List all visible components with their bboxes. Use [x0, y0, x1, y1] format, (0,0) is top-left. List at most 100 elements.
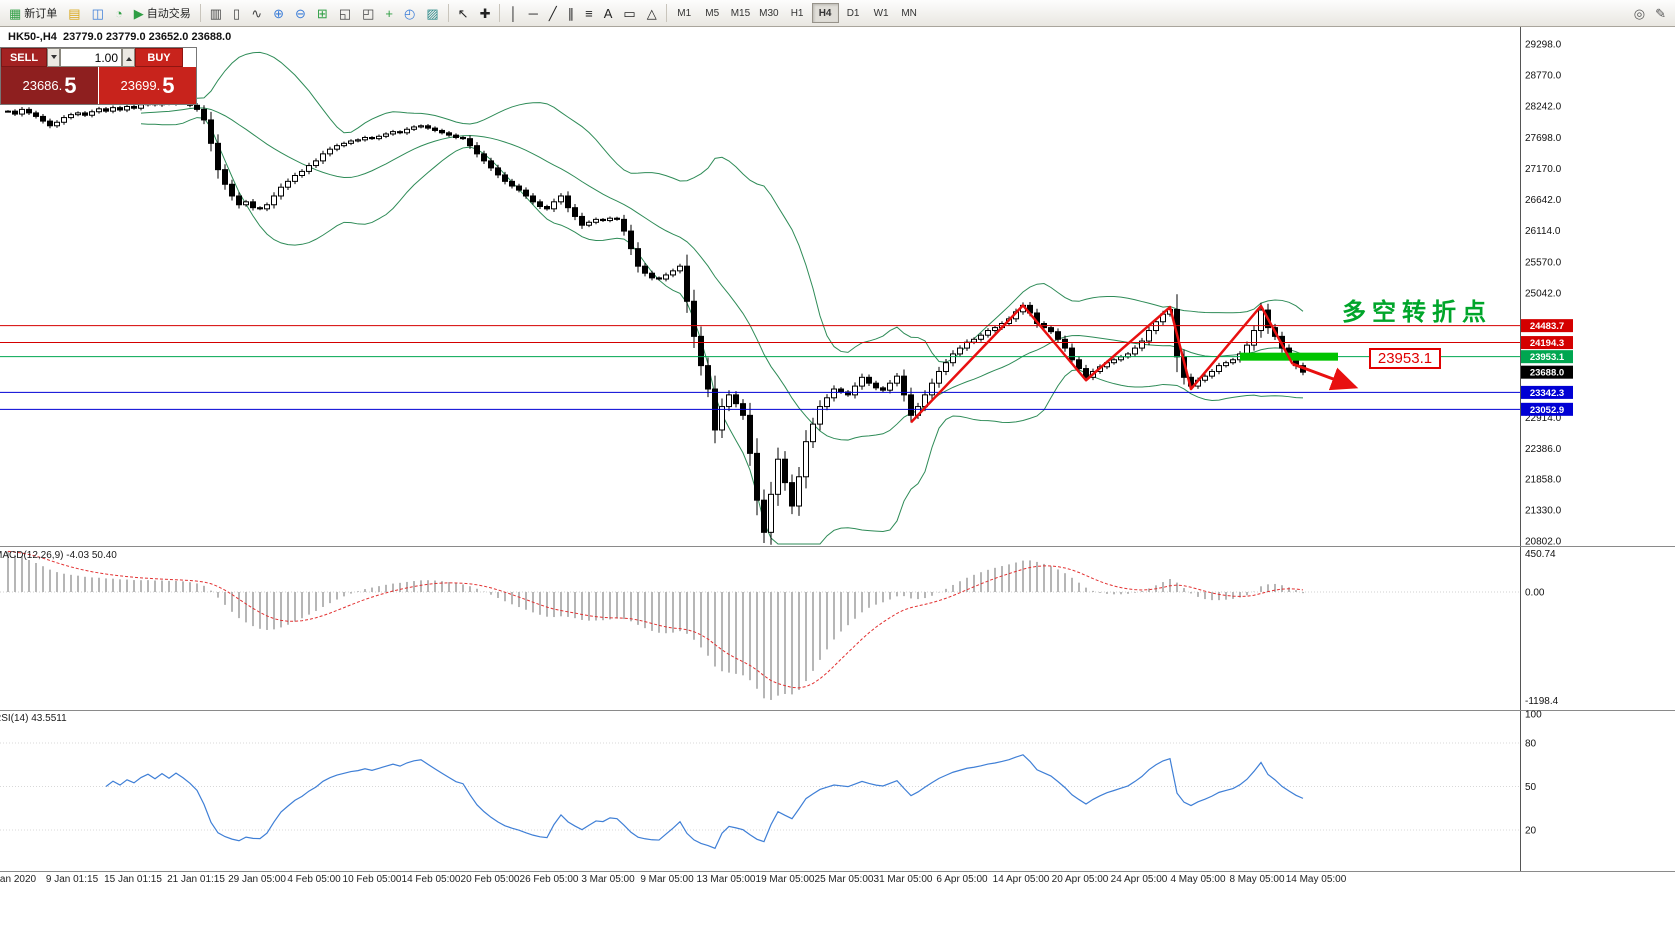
order-options-dropdown[interactable]	[47, 48, 60, 67]
svg-text:20 Feb 05:00: 20 Feb 05:00	[461, 874, 520, 885]
candlestick-chart-button[interactable]: ▯	[228, 2, 245, 24]
play-icon: ▶	[133, 5, 144, 21]
svg-text:9 Mar 05:00: 9 Mar 05:00	[640, 874, 694, 885]
macd-signal-line	[7, 550, 1304, 689]
svg-text:20: 20	[1525, 826, 1537, 837]
timeframe-m1-button[interactable]: M1	[671, 3, 698, 23]
sell-price[interactable]: 23686. 5	[1, 67, 99, 104]
market-watch-button[interactable]: ▤	[63, 2, 85, 24]
search-button[interactable]: ◎	[1629, 2, 1650, 24]
text-button[interactable]: A	[599, 2, 618, 24]
search-icon: ◎	[1633, 5, 1646, 21]
profiles-icon: ◰	[362, 5, 375, 21]
buy-button[interactable]: BUY	[135, 48, 183, 67]
data-window-icon: ◫	[91, 5, 104, 21]
text-label-button[interactable]: ▭	[618, 2, 640, 24]
vertical-line-button[interactable]: │	[504, 2, 522, 24]
svg-text:27170.0: 27170.0	[1525, 164, 1562, 175]
svg-text:26642.0: 26642.0	[1525, 195, 1562, 206]
chart-title: HK50-,H4 23779.0 23779.0 23652.0 23688.0	[8, 31, 232, 43]
cursor-icon: ↖	[457, 5, 469, 21]
bar-chart-button[interactable]: ▥	[205, 2, 227, 24]
chevron-up-icon	[125, 54, 132, 61]
rsi-line	[105, 754, 1304, 850]
bar-chart-icon: ▥	[209, 5, 223, 21]
horizontal-level-lines[interactable]	[0, 325, 1520, 410]
cursor-button[interactable]: ↖	[453, 2, 474, 24]
horizontal-line-button[interactable]: ─	[524, 2, 543, 24]
svg-text:14 Apr 05:00: 14 Apr 05:00	[993, 874, 1050, 885]
timeframe-mn-button[interactable]: MN	[896, 3, 923, 23]
horizontal-line-icon: ─	[528, 5, 538, 21]
toolbar-separator	[447, 4, 449, 22]
pencil-icon: ✎	[1655, 5, 1666, 21]
svg-text:4 Feb 05:00: 4 Feb 05:00	[287, 874, 341, 885]
volume-increment-button[interactable]	[123, 49, 134, 64]
shapes-button[interactable]: △	[642, 2, 662, 24]
timeframe-h4-button[interactable]: H4	[811, 3, 839, 23]
one-click-trading-panel: SELL BUY 23686.5 23699.5	[0, 47, 197, 105]
zoom-in-button[interactable]: ⊕	[268, 2, 289, 24]
volume-input[interactable]	[60, 48, 122, 67]
template-icon: ▨	[426, 5, 439, 21]
timeframe-m15-button[interactable]: M15	[727, 3, 754, 23]
price-callout-label[interactable]: 23953.1	[1369, 348, 1441, 369]
text-icon: A	[603, 5, 613, 21]
timeframe-h1-button[interactable]: H1	[784, 3, 811, 23]
data-window-button[interactable]: ◫	[87, 2, 109, 24]
profiles-button[interactable]: ◰	[357, 2, 379, 24]
rsi-pane: 100 80 50 20	[0, 710, 1542, 850]
svg-text:23688.0: 23688.0	[1530, 368, 1564, 379]
timeframe-m5-button[interactable]: M5	[699, 3, 726, 23]
quick-draw-button[interactable]: ✎	[1650, 2, 1671, 24]
zigzag-trendline[interactable]	[910, 304, 1294, 424]
trend-arrow[interactable]	[1291, 362, 1359, 391]
zoom-in-icon: ⊕	[273, 5, 285, 21]
svg-text:24194.3: 24194.3	[1530, 338, 1564, 349]
svg-text:10 Feb 05:00: 10 Feb 05:00	[343, 874, 402, 885]
new-chart-button[interactable]: ◱	[334, 2, 356, 24]
timeframe-m30-button[interactable]: M30	[755, 3, 782, 23]
svg-text:27698.0: 27698.0	[1525, 133, 1562, 144]
add-indicator-button[interactable]: +	[380, 2, 398, 24]
new-chart-icon: ◱	[338, 5, 352, 21]
volume-stepper	[122, 48, 135, 73]
zoom-out-button[interactable]: ⊖	[290, 2, 311, 24]
svg-text:28242.0: 28242.0	[1525, 101, 1562, 112]
sell-button[interactable]: SELL	[1, 48, 47, 67]
trendline-button[interactable]: ╱	[544, 2, 562, 24]
crosshair-button[interactable]: ✚	[475, 2, 496, 24]
svg-text:14 May 05:00: 14 May 05:00	[1286, 874, 1347, 885]
turning-point-annotation[interactable]: 多空转折点	[1342, 299, 1492, 326]
period-button[interactable]: ◴	[399, 2, 420, 24]
clock-icon: ◴	[404, 5, 416, 21]
svg-text:3 Mar 05:00: 3 Mar 05:00	[581, 874, 635, 885]
macd-pane: 450.74 0.00 -1198.4	[0, 549, 1559, 707]
svg-text:23953.1: 23953.1	[1530, 352, 1565, 363]
macd-indicator-label: MACD(12,26,9) -4.03 50.40	[0, 550, 117, 561]
new-order-button[interactable]: ▦ 新订单	[4, 2, 62, 24]
svg-text:0.00: 0.00	[1525, 588, 1545, 599]
navigator-icon: ◔	[114, 5, 123, 21]
buy-price[interactable]: 23699. 5	[99, 67, 196, 104]
auto-trading-button[interactable]: ▶ 自动交易	[129, 2, 196, 24]
rsi-indicator-label: RSI(14) 43.5511	[0, 713, 67, 724]
channel-button[interactable]: ∥	[563, 2, 580, 24]
shapes-icon: △	[646, 5, 657, 21]
svg-text:29298.0: 29298.0	[1525, 40, 1562, 51]
line-chart-button[interactable]: ∿	[246, 2, 267, 24]
fibonacci-button[interactable]: ≡	[580, 2, 598, 24]
trade-panel-top-row: SELL BUY	[1, 48, 196, 73]
timeframe-w1-button[interactable]: W1	[868, 3, 895, 23]
template-button[interactable]: ▨	[421, 2, 443, 24]
time-axis-labels: an 2020 9 Jan 01:15 15 Jan 01:15 21 Jan 01:…	[0, 874, 1347, 885]
sell-price-main: 23686.	[22, 78, 63, 93]
timeframe-d1-button[interactable]: D1	[840, 3, 867, 23]
navigator-button[interactable]: ◔	[110, 2, 128, 24]
bollinger-bands	[140, 51, 1304, 545]
svg-text:31 Mar 05:00: 31 Mar 05:00	[874, 874, 933, 885]
tile-windows-button[interactable]: ⊞	[312, 2, 333, 24]
svg-text:29 Jan 05:00: 29 Jan 05:00	[228, 874, 286, 885]
pane-dividers[interactable]	[0, 27, 1675, 872]
